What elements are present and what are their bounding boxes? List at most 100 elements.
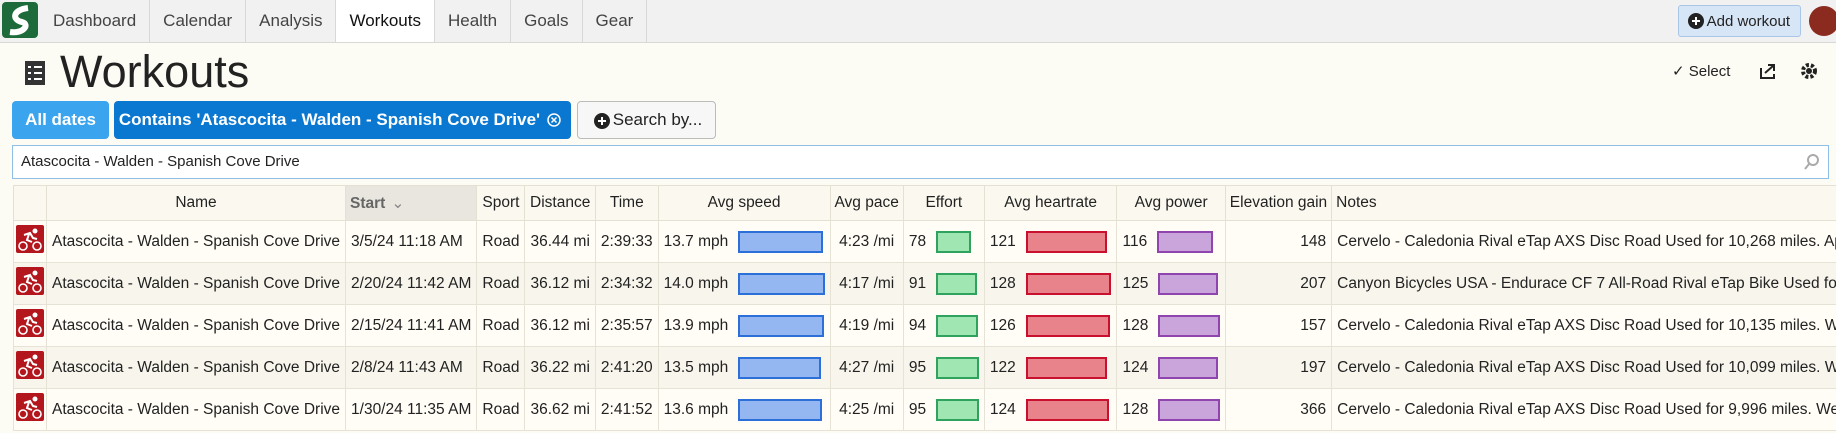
column-header-label: Start: [350, 194, 386, 212]
workout-row[interactable]: Atascocita - Walden - Spanish Cove Drive…: [13, 388, 1836, 431]
filter-all-dates[interactable]: All dates: [12, 101, 109, 139]
cell: Cervelo - Caledonia Rival eTap AXS Disc …: [1331, 304, 1836, 347]
cell: 2:35:57: [594, 304, 659, 347]
search-input[interactable]: Atascocita - Walden - Spanish Cove Drive: [12, 145, 1829, 179]
logo[interactable]: [2, 2, 38, 38]
cell-text: 13.9 mph: [663, 316, 729, 334]
column-header[interactable]: Notes: [1331, 185, 1836, 221]
cell-text: Cervelo - Caledonia Rival eTap AXS Disc …: [1337, 232, 1836, 250]
remove-filter-icon[interactable]: [547, 113, 561, 127]
cell-text: 128: [989, 274, 1016, 292]
column-header[interactable]: Time: [594, 185, 659, 221]
column-header-label: Elevation gain: [1229, 194, 1328, 211]
avatar[interactable]: [1809, 6, 1836, 36]
nav-item[interactable]: Workouts: [336, 0, 435, 42]
nav-item[interactable]: Goals: [511, 0, 583, 42]
column-header[interactable]: Avg heartrate: [983, 185, 1118, 221]
cell: 197: [1224, 346, 1333, 389]
column-header-label: Distance: [530, 194, 591, 211]
cell: 4:23 /mi: [829, 220, 904, 263]
cell-text: 197: [1300, 358, 1327, 376]
column-header[interactable]: Name: [45, 185, 347, 221]
workout-row[interactable]: Atascocita - Walden - Spanish Cove Drive…: [13, 262, 1836, 305]
column-header-label: Avg power: [1134, 194, 1208, 211]
column-header[interactable]: Elevation gain: [1224, 185, 1333, 221]
cell-text: 2:41:52: [600, 400, 653, 418]
cell: 2:39:33: [594, 220, 659, 263]
cell: Road: [476, 304, 526, 347]
cell: 13.7 mph: [657, 220, 831, 263]
cell-content: 13.9 mph: [663, 314, 825, 337]
cell: Road: [476, 388, 526, 431]
cell-text: 2/15/24 11:41 AM: [351, 316, 472, 334]
workout-row[interactable]: Atascocita - Walden - Spanish Cove Drive…: [13, 220, 1836, 263]
column-header[interactable]: Distance: [524, 185, 596, 221]
export-icon[interactable]: [1759, 63, 1777, 79]
cell-content: 124: [990, 398, 1112, 421]
cell-text: 126: [989, 316, 1016, 334]
nav-item[interactable]: Health: [435, 0, 512, 42]
cell-text: 125: [1122, 274, 1149, 292]
cell: 2/20/24 11:42 AM: [345, 262, 478, 305]
add-workout-button[interactable]: Add workout: [1678, 5, 1801, 37]
search-by-button[interactable]: Search by...: [577, 101, 716, 139]
cell: 36.12 mi: [524, 262, 596, 305]
cell-text: 94: [908, 316, 927, 334]
cell-text: 14.0 mph: [663, 274, 729, 292]
bar: [738, 314, 824, 337]
cell-text: Atascocita - Walden - Spanish Cove Drive: [52, 274, 341, 292]
select-button[interactable]: ✓ Select: [1672, 63, 1731, 80]
bar: [1158, 356, 1218, 379]
cell-content: 78: [909, 230, 979, 253]
cell: 4:19 /mi: [829, 304, 904, 347]
nav-item[interactable]: Dashboard: [40, 0, 151, 42]
cell-text: 36.22 mi: [530, 358, 590, 376]
cell: 78: [902, 220, 985, 263]
cell-text: Cervelo - Caledonia Rival eTap AXS Disc …: [1337, 358, 1836, 376]
column-header-label: Sport: [482, 194, 520, 211]
bar: [936, 356, 979, 379]
top-nav: Dashboard Calendar Analysis Workouts Health G…: [0, 0, 1836, 43]
bar: [738, 230, 823, 253]
cell-content: 124: [1122, 356, 1219, 379]
cell: Road: [476, 262, 526, 305]
cell-text: 4:27 /mi: [839, 358, 895, 376]
nav-item[interactable]: Calendar: [150, 0, 247, 42]
filter-contains[interactable]: Contains 'Atascocita - Walden - Spanish …: [114, 101, 571, 139]
cell: 36.62 mi: [524, 388, 596, 431]
cell: 2/8/24 11:43 AM: [345, 346, 478, 389]
column-header[interactable]: Avg pace: [829, 185, 904, 221]
cell-content: 116: [1122, 230, 1219, 253]
cycling-icon: [16, 267, 44, 295]
cell-text: 2/8/24 11:43 AM: [351, 358, 463, 376]
column-header[interactable]: Effort: [902, 185, 985, 221]
column-header[interactable]: Start ⌄: [345, 185, 478, 221]
cell: 36.12 mi: [524, 304, 596, 347]
workout-row[interactable]: Atascocita - Walden - Spanish Cove Drive…: [13, 346, 1836, 389]
column-header[interactable]: Avg power: [1116, 185, 1226, 221]
cell-text: 4:17 /mi: [839, 274, 895, 292]
cell-text: 36.12 mi: [530, 316, 590, 334]
cell: 36.22 mi: [524, 346, 596, 389]
cell-content: 122: [990, 356, 1112, 379]
cell-text: Atascocita - Walden - Spanish Cove Drive: [52, 232, 341, 250]
cell-text: 95: [908, 358, 927, 376]
settings-icon[interactable]: [1800, 62, 1818, 80]
cell: 124: [1116, 346, 1226, 389]
nav-item[interactable]: Gear: [583, 0, 648, 42]
cell-text: 2:41:20: [600, 358, 653, 376]
cell-content: 13.5 mph: [664, 356, 825, 379]
cell-text: Road: [482, 400, 520, 418]
column-header[interactable]: Avg speed: [657, 185, 831, 221]
nav-item[interactable]: Analysis: [246, 0, 337, 42]
cycling-icon: [16, 225, 44, 253]
workout-row[interactable]: Atascocita - Walden - Spanish Cove Drive…: [13, 304, 1836, 347]
cell: 13.9 mph: [657, 304, 831, 347]
cell-text: Cervelo - Caledonia Rival eTap AXS Disc …: [1337, 400, 1836, 418]
cell-text: 207: [1300, 274, 1327, 292]
cell-text: 3/5/24 11:18 AM: [351, 232, 463, 250]
column-header[interactable]: Sport: [476, 185, 526, 221]
bar: [1158, 314, 1220, 337]
cell-content: 13.6 mph: [664, 398, 825, 421]
